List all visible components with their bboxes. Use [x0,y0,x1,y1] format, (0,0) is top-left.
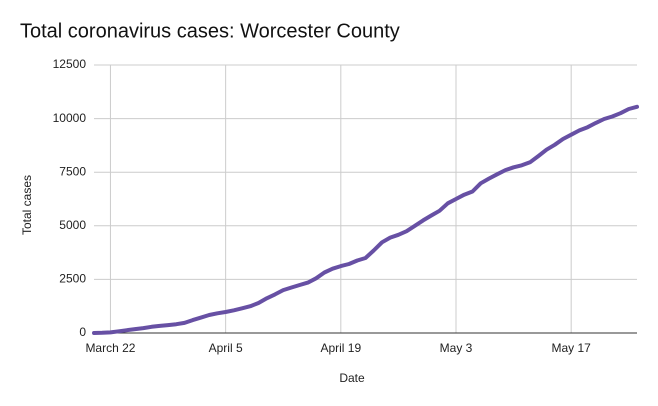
x-tick-label: March 22 [85,341,135,355]
x-tick-label: May 17 [552,341,592,355]
y-tick-label: 0 [79,325,86,339]
y-tick-label: 2500 [59,272,86,286]
x-tick-label: May 3 [440,341,473,355]
x-tick-label: April 5 [209,341,243,355]
y-tick-label: 10000 [53,111,87,125]
y-tick-label: 12500 [53,57,87,71]
y-tick-label: 5000 [59,218,86,232]
data-line [92,104,639,335]
x-axis-label: Date [339,371,365,385]
x-tick-label: April 19 [320,341,361,355]
y-tick-label: 7500 [59,164,86,178]
y-axis-label: Total cases [20,175,34,235]
chart-title: Total coronavirus cases: Worcester Count… [20,20,400,42]
